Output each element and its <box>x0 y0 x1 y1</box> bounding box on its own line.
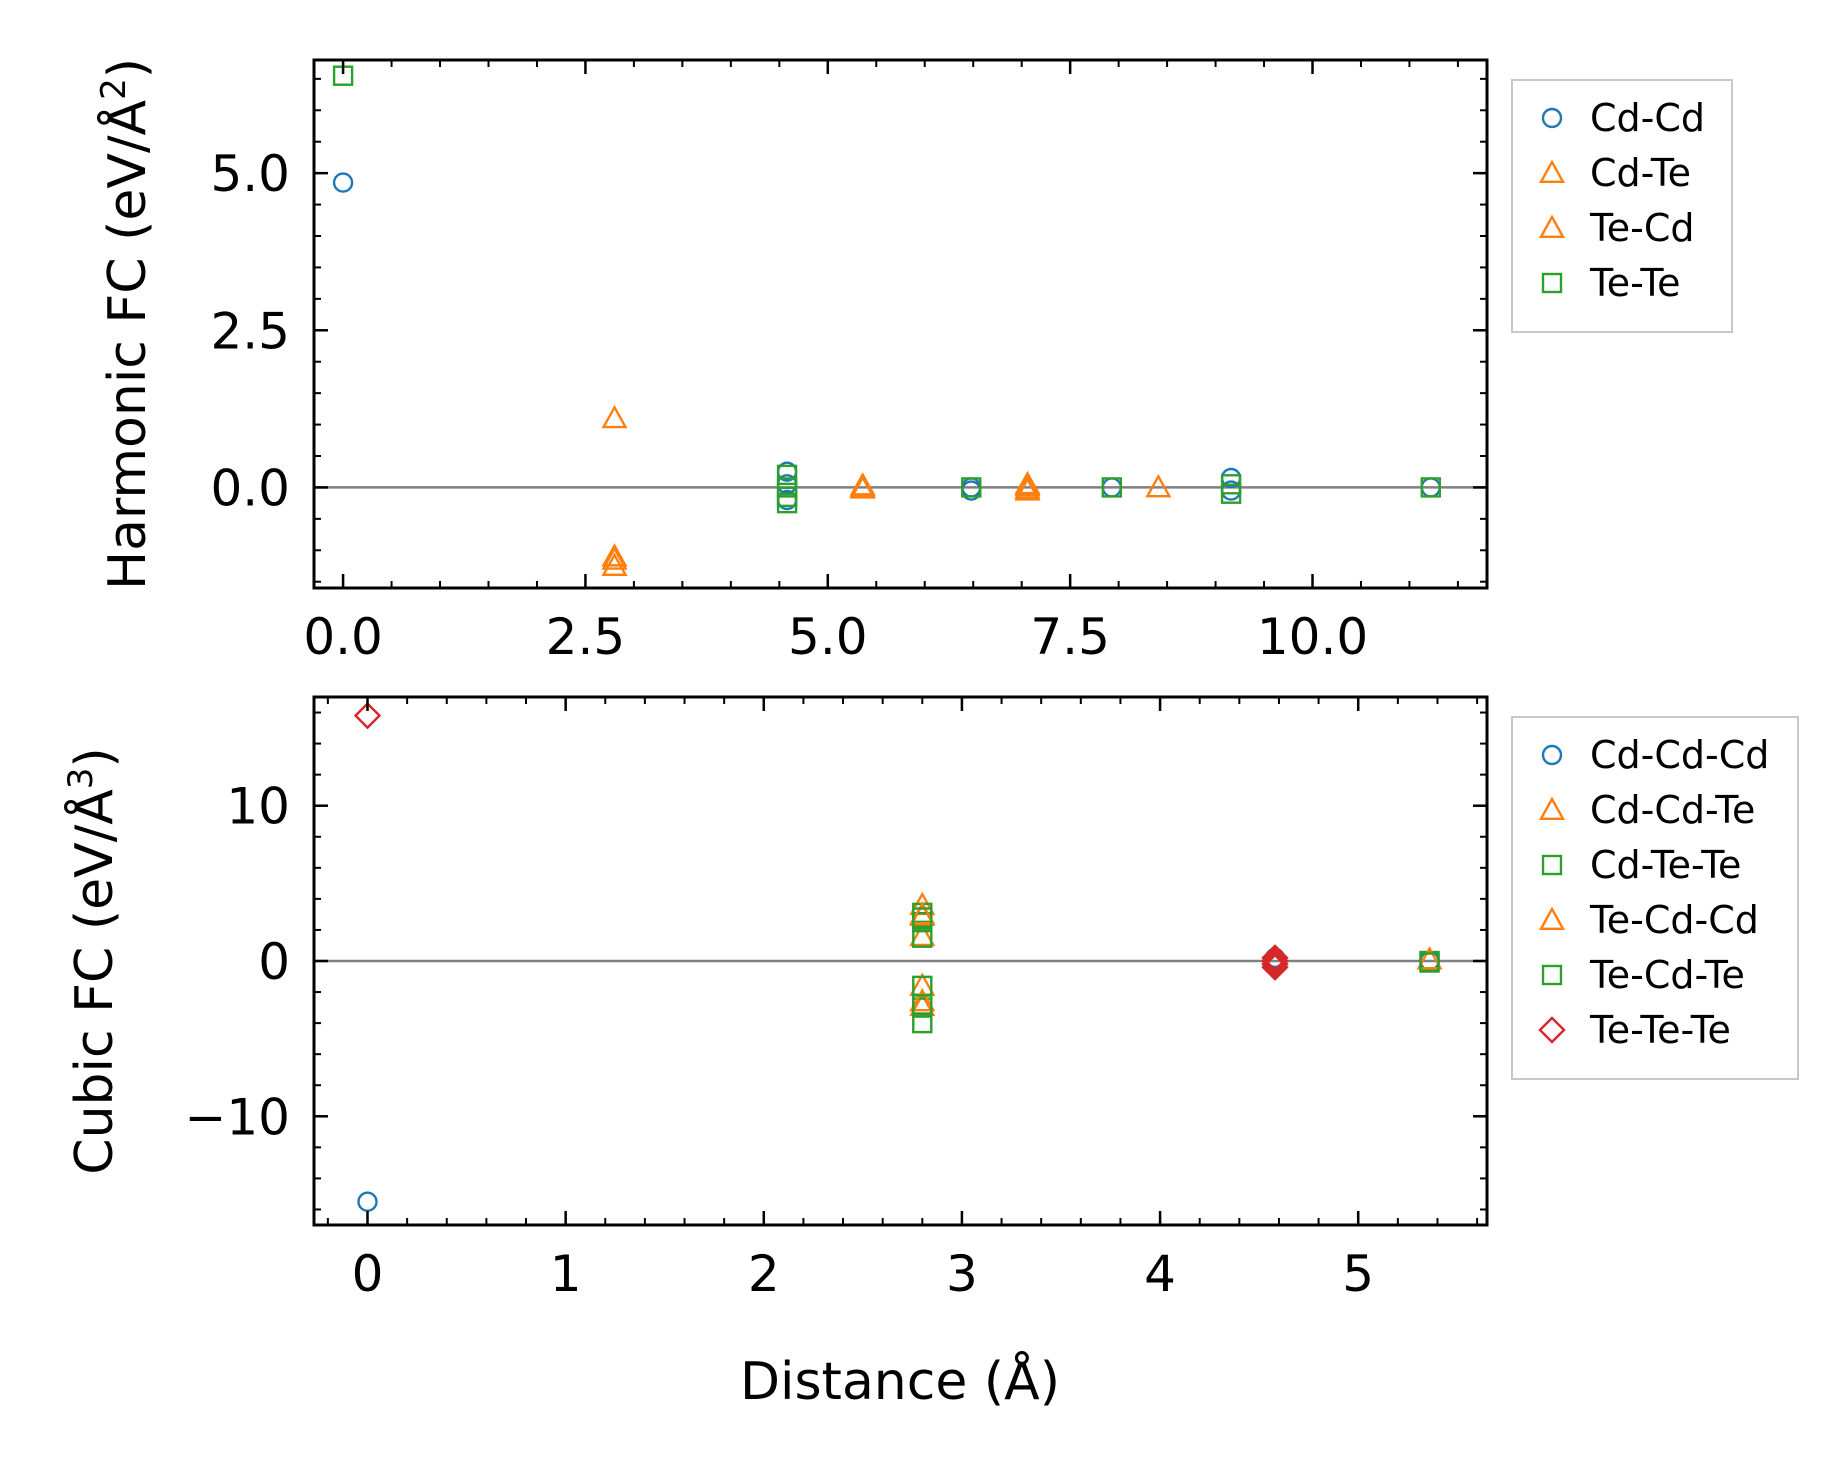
cubic-fc-panel: 0 1 2 3 4 5 −10 0 10 Cubic FC (eV/Å3) Distance (… <box>61 695 1799 1412</box>
x-tick-label: 0.0 <box>303 608 383 666</box>
legend-label: Te-Cd <box>1589 206 1695 250</box>
point-te-te-te <box>1261 947 1289 975</box>
point-te-te-te <box>1261 950 1289 978</box>
legend-label: Te-Cd-Te <box>1589 953 1745 997</box>
y-tick-label: 10 <box>226 778 290 836</box>
x-tick-label: 1 <box>550 1245 582 1303</box>
legend-label: Te-Te <box>1589 261 1681 305</box>
x-tick-label: 2 <box>748 1245 780 1303</box>
point-te-te-te <box>353 701 382 730</box>
point-te-cd-cd <box>909 900 936 925</box>
x-tick-label: 10.0 <box>1257 608 1368 666</box>
legend-box <box>1511 79 1733 333</box>
point-cd-te <box>1145 473 1172 498</box>
axis-ticks: 0 1 2 3 4 5 −10 0 10 <box>184 697 1487 1303</box>
legend-marker <box>1541 107 1563 129</box>
y-axis-label: Harmonic FC (eV/Å2) <box>94 58 158 590</box>
legend-label: Cd-Te <box>1590 151 1691 195</box>
point-te-te <box>776 464 798 486</box>
data-points <box>332 65 1441 576</box>
legend-label: Te-Cd-Cd <box>1589 898 1759 942</box>
point-cd-te-te <box>912 927 933 948</box>
y-tick-label: 5.0 <box>210 145 290 203</box>
legend-marker <box>1541 744 1563 766</box>
legend-label: Cd-Te-Te <box>1590 843 1741 887</box>
point-cd-cd-cd <box>357 1191 378 1212</box>
legend-marker <box>1538 906 1566 930</box>
x-tick-label: 5.0 <box>788 608 868 666</box>
point-te-cd-cd <box>1416 945 1443 970</box>
point-te-cd <box>849 475 876 499</box>
legend-marker <box>1538 159 1566 184</box>
point-cd-cd-te <box>909 922 936 947</box>
legend-marker <box>1538 214 1566 239</box>
legend-label: Te-Te-Te <box>1589 1008 1731 1052</box>
point-te-cd-cd <box>909 987 936 1012</box>
point-te-cd-te <box>912 994 933 1015</box>
legend: Cd-Cd Cd-Te Te-Cd Te-Te <box>1511 79 1733 333</box>
harmonic-fc-panel: 0.0 2.5 5.0 7.5 10.0 0.0 2.5 5.0 Harmonic FC (e… <box>94 58 1733 666</box>
point-te-cd-te <box>1419 952 1440 973</box>
point-te-te <box>1420 477 1441 498</box>
point-te-cd <box>1014 472 1041 497</box>
legend-marker <box>1541 854 1563 876</box>
legend-label: Cd-Cd-Cd <box>1590 733 1769 777</box>
legend: Cd-Cd-Cd Cd-Cd-Te Cd-Te-Te Te-Cd-Cd Te-Cd-Te… <box>1511 716 1799 1080</box>
point-cd-te <box>601 552 628 576</box>
y-tick-label: 0 <box>258 933 290 991</box>
legend-box <box>1511 716 1799 1080</box>
point-te-cd <box>1014 477 1041 501</box>
point-te-te-te <box>1261 953 1289 981</box>
x-tick-label: 7.5 <box>1030 608 1110 666</box>
point-te-cd <box>601 546 628 570</box>
plot-frame <box>312 58 1489 590</box>
y-tick-label: −10 <box>184 1088 290 1146</box>
data-points <box>353 701 1443 1212</box>
point-te-te <box>1220 483 1242 504</box>
y-tick-label: 2.5 <box>210 302 290 360</box>
x-tick-label: 5 <box>1342 1245 1374 1303</box>
point-cd-te <box>601 404 628 429</box>
x-tick-label: 3 <box>946 1245 978 1303</box>
point-te-te <box>776 492 798 514</box>
axis-ticks: 0.0 2.5 5.0 7.5 10.0 0.0 2.5 5.0 <box>210 60 1487 666</box>
point-cd-cd <box>332 172 354 193</box>
point-te-cd-te <box>912 907 933 928</box>
legend-marker <box>1538 1016 1566 1044</box>
legend-marker <box>1541 272 1563 294</box>
x-tick-label: 4 <box>1144 1245 1176 1303</box>
legend-marker <box>1541 964 1563 986</box>
point-te-te <box>961 477 982 498</box>
point-te-te <box>1101 477 1123 498</box>
legend-label: Cd-Cd <box>1590 96 1705 140</box>
point-te-te-te <box>1261 944 1289 972</box>
point-cd-te <box>601 543 628 567</box>
x-tick-label: 2.5 <box>546 608 626 666</box>
y-axis-label: Cubic FC (eV/Å3) <box>61 747 125 1174</box>
y-tick-label: 0.0 <box>210 459 290 517</box>
x-axis-label: Distance (Å) <box>740 1350 1060 1412</box>
legend-label: Cd-Cd-Te <box>1590 788 1755 832</box>
legend-marker <box>1538 796 1566 820</box>
x-tick-label: 0 <box>352 1245 384 1303</box>
